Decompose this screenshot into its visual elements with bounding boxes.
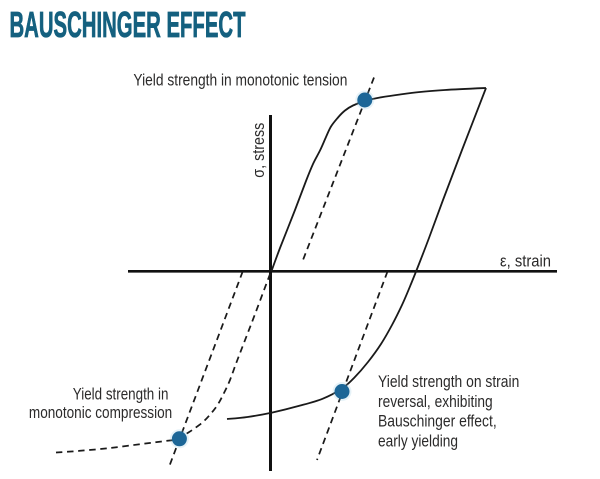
svg-text:reversal, exhibiting: reversal, exhibiting <box>378 392 493 411</box>
svg-text:BAUSCHINGER EFFECT: BAUSCHINGER EFFECT <box>10 4 246 45</box>
svg-text:σ, stress: σ, stress <box>249 123 268 178</box>
svg-text:ε, strain: ε, strain <box>500 252 551 271</box>
svg-text:Yield strength in: Yield strength in <box>73 385 169 404</box>
svg-text:Yield strength in monotonic te: Yield strength in monotonic tension <box>133 70 347 89</box>
svg-text:Bauschinger effect,: Bauschinger effect, <box>378 412 497 431</box>
svg-text:early yielding: early yielding <box>378 431 458 450</box>
svg-text:monotonic compression: monotonic compression <box>29 403 172 422</box>
svg-text:Yield strength on strain: Yield strength on strain <box>378 372 519 391</box>
